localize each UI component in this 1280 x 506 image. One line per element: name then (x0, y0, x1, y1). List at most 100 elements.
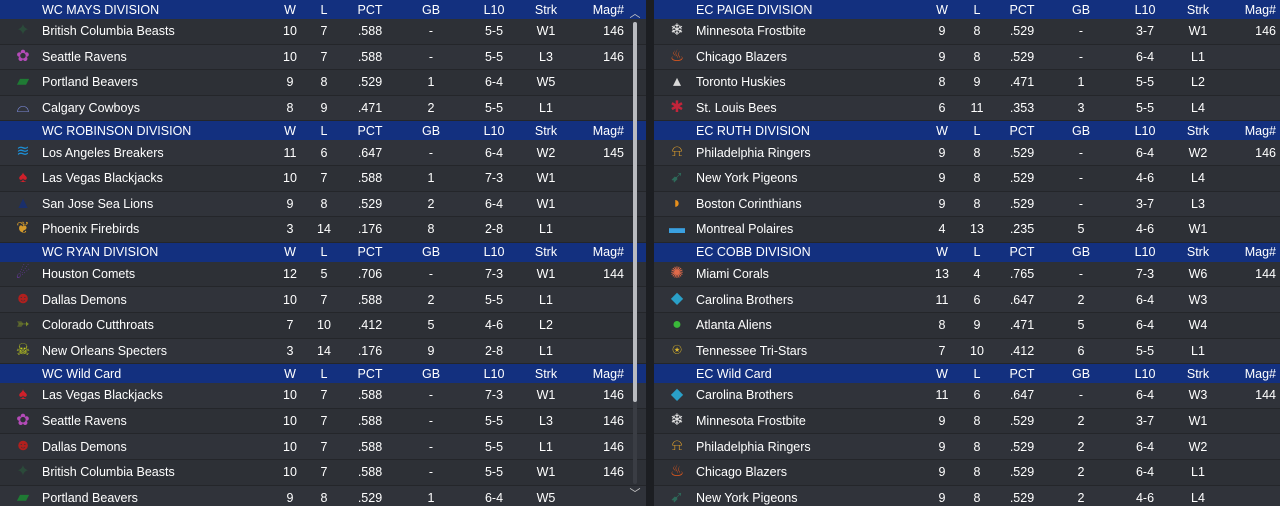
column-header-l[interactable]: L (973, 2, 981, 17)
team-row[interactable]: ♠ Las Vegas Blackjacks 10 7 .588 - 7-3 W1 146 (0, 383, 646, 409)
team-row[interactable]: ◆ Carolina Brothers 11 6 .647 2 6-4 W3 (654, 287, 1280, 313)
column-header-w[interactable]: W (284, 123, 296, 138)
team-row[interactable]: ➹ New York Pigeons 9 8 .529 2 4-6 L4 (654, 485, 1280, 506)
team-name-link[interactable]: Carolina Brothers (696, 292, 794, 307)
team-row[interactable]: ❄ Minnesota Frostbite 9 8 .529 2 3-7 W1 (654, 408, 1280, 435)
scroll-thumb[interactable] (633, 22, 637, 402)
team-name-link[interactable]: New Orleans Specters (42, 343, 168, 358)
team-name-link[interactable]: Calgary Cowboys (42, 101, 140, 116)
team-name-link[interactable]: Philadelphia Ringers (696, 439, 811, 454)
team-name-link[interactable]: Atlanta Aliens (696, 318, 772, 333)
column-header-strk[interactable]: Strk (1186, 366, 1210, 381)
column-header-gb[interactable]: GB (1071, 2, 1091, 17)
column-header-w[interactable]: W (936, 123, 948, 138)
column-header-l10[interactable]: L10 (1134, 366, 1156, 381)
team-row[interactable]: ✺ Miami Corals 13 4 .765 - 7-3 W6 144 (654, 261, 1280, 288)
column-header-gb[interactable]: GB (1071, 366, 1091, 381)
column-header-l[interactable]: L (973, 366, 981, 381)
column-header-pct[interactable]: PCT (357, 2, 383, 17)
team-row[interactable]: ❦ Phoenix Firebirds 3 14 .176 8 2-8 L1 (0, 217, 646, 243)
column-header-l[interactable]: L (973, 123, 981, 138)
scroll-down-icon[interactable]: ﹀ (629, 488, 641, 500)
column-header-l10[interactable]: L10 (483, 366, 505, 381)
team-row[interactable]: ☠ New Orleans Specters 3 14 .176 9 2-8 L1 (0, 338, 646, 365)
column-header-w[interactable]: W (284, 366, 296, 381)
team-row[interactable]: ❄ Minnesota Frostbite 9 8 .529 - 3-7 W1 146 (654, 19, 1280, 45)
team-row[interactable]: ▲ San Jose Sea Lions 9 8 .529 2 6-4 W1 (0, 191, 646, 218)
team-name-link[interactable]: Boston Corinthians (696, 196, 802, 211)
column-header-l10[interactable]: L10 (483, 123, 505, 138)
team-row[interactable]: ♨ Chicago Blazers 9 8 .529 2 6-4 L1 (654, 459, 1280, 486)
team-name-link[interactable]: Seattle Ravens (42, 49, 127, 64)
team-name-link[interactable]: Portland Beavers (42, 75, 138, 90)
column-header-pct[interactable]: PCT (357, 245, 383, 260)
column-header-mag[interactable]: Mag# (1244, 245, 1276, 260)
team-row[interactable]: ✿ Seattle Ravens 10 7 .588 - 5-5 L3 146 (0, 408, 646, 435)
column-header-strk[interactable]: Strk (534, 366, 558, 381)
column-header-pct[interactable]: PCT (1009, 366, 1035, 381)
column-header-l10[interactable]: L10 (1134, 245, 1156, 260)
team-name-link[interactable]: Minnesota Frostbite (696, 414, 806, 429)
team-name-link[interactable]: Los Angeles Breakers (42, 145, 164, 160)
column-header-pct[interactable]: PCT (357, 123, 383, 138)
team-name-link[interactable]: New York Pigeons (696, 171, 798, 186)
team-row[interactable]: ➳ Colorado Cutthroats 7 10 .412 5 4-6 L2 (0, 312, 646, 339)
team-row[interactable]: ✦ British Columbia Beasts 10 7 .588 - 5-5 W1 146 (0, 19, 646, 45)
team-name-link[interactable]: Las Vegas Blackjacks (42, 171, 163, 186)
column-header-gb[interactable]: GB (421, 366, 441, 381)
column-header-l[interactable]: L (320, 123, 328, 138)
column-header-mag[interactable]: Mag# (1244, 123, 1276, 138)
column-header-w[interactable]: W (936, 2, 948, 17)
team-row[interactable]: ☻ Dallas Demons 10 7 .588 - 5-5 L1 146 (0, 434, 646, 460)
column-header-mag[interactable]: Mag# (592, 123, 624, 138)
team-row[interactable]: ♠ Las Vegas Blackjacks 10 7 .588 1 7-3 W1 (0, 165, 646, 192)
team-row[interactable]: ☻ Dallas Demons 10 7 .588 2 5-5 L1 (0, 287, 646, 313)
team-row[interactable]: ▰ Portland Beavers 9 8 .529 1 6-4 W5 (0, 70, 646, 96)
team-row[interactable]: ✱ St. Louis Bees 6 11 .353 3 5-5 L4 (654, 95, 1280, 122)
team-row[interactable]: ✦ British Columbia Beasts 10 7 .588 - 5-5 W1 146 (0, 459, 646, 486)
team-row[interactable]: ➹ New York Pigeons 9 8 .529 - 4-6 L4 (654, 165, 1280, 192)
team-name-link[interactable]: Phoenix Firebirds (42, 222, 140, 237)
team-name-link[interactable]: Carolina Brothers (696, 388, 794, 403)
team-row[interactable]: ⍟ Tennessee Tri-Stars 7 10 .412 6 5-5 L1 (654, 338, 1280, 365)
team-name-link[interactable]: Chicago Blazers (696, 49, 788, 64)
team-row[interactable]: ⌓ Calgary Cowboys 8 9 .471 2 5-5 L1 (0, 95, 646, 122)
team-name-link[interactable]: British Columbia Beasts (42, 465, 175, 480)
column-header-strk[interactable]: Strk (534, 2, 558, 17)
team-name-link[interactable]: Toronto Huskies (696, 75, 786, 90)
column-header-l[interactable]: L (320, 245, 328, 260)
column-header-strk[interactable]: Strk (534, 245, 558, 260)
team-row[interactable]: ▰ Portland Beavers 9 8 .529 1 6-4 W5 (0, 485, 646, 506)
team-name-link[interactable]: Montreal Polaires (696, 222, 794, 237)
column-header-pct[interactable]: PCT (1009, 245, 1035, 260)
team-name-link[interactable]: Dallas Demons (42, 292, 127, 307)
team-name-link[interactable]: Minnesota Frostbite (696, 24, 806, 39)
column-header-w[interactable]: W (936, 245, 948, 260)
team-name-link[interactable]: St. Louis Bees (696, 101, 777, 116)
column-header-strk[interactable]: Strk (534, 123, 558, 138)
column-header-pct[interactable]: PCT (357, 366, 383, 381)
column-header-l10[interactable]: L10 (483, 2, 505, 17)
column-header-l10[interactable]: L10 (483, 245, 505, 260)
team-row[interactable]: ⍾ Philadelphia Ringers 9 8 .529 2 6-4 W2 (654, 434, 1280, 460)
team-name-link[interactable]: Colorado Cutthroats (42, 318, 154, 333)
column-header-mag[interactable]: Mag# (592, 245, 624, 260)
column-header-gb[interactable]: GB (421, 2, 441, 17)
team-row[interactable]: ≋ Los Angeles Breakers 11 6 .647 - 6-4 W2 145 (0, 140, 646, 166)
team-row[interactable]: ▴ Toronto Huskies 8 9 .471 1 5-5 L2 (654, 70, 1280, 96)
column-header-pct[interactable]: PCT (1009, 2, 1035, 17)
column-header-mag[interactable]: Mag# (592, 366, 624, 381)
team-row[interactable]: ☄ Houston Comets 12 5 .706 - 7-3 W1 144 (0, 261, 646, 288)
team-name-link[interactable]: Philadelphia Ringers (696, 145, 811, 160)
team-name-link[interactable]: New York Pigeons (696, 490, 798, 505)
team-name-link[interactable]: Las Vegas Blackjacks (42, 388, 163, 403)
column-header-l[interactable]: L (973, 245, 981, 260)
column-header-w[interactable]: W (284, 2, 296, 17)
scroll-up-icon[interactable]: ︿ (629, 8, 641, 20)
column-header-l[interactable]: L (320, 2, 328, 17)
column-header-w[interactable]: W (284, 245, 296, 260)
team-row[interactable]: ♨ Chicago Blazers 9 8 .529 - 6-4 L1 (654, 44, 1280, 71)
team-name-link[interactable]: Tennessee Tri-Stars (696, 343, 808, 358)
team-row[interactable]: ⍾ Philadelphia Ringers 9 8 .529 - 6-4 W2 146 (654, 140, 1280, 166)
column-header-w[interactable]: W (936, 366, 948, 381)
